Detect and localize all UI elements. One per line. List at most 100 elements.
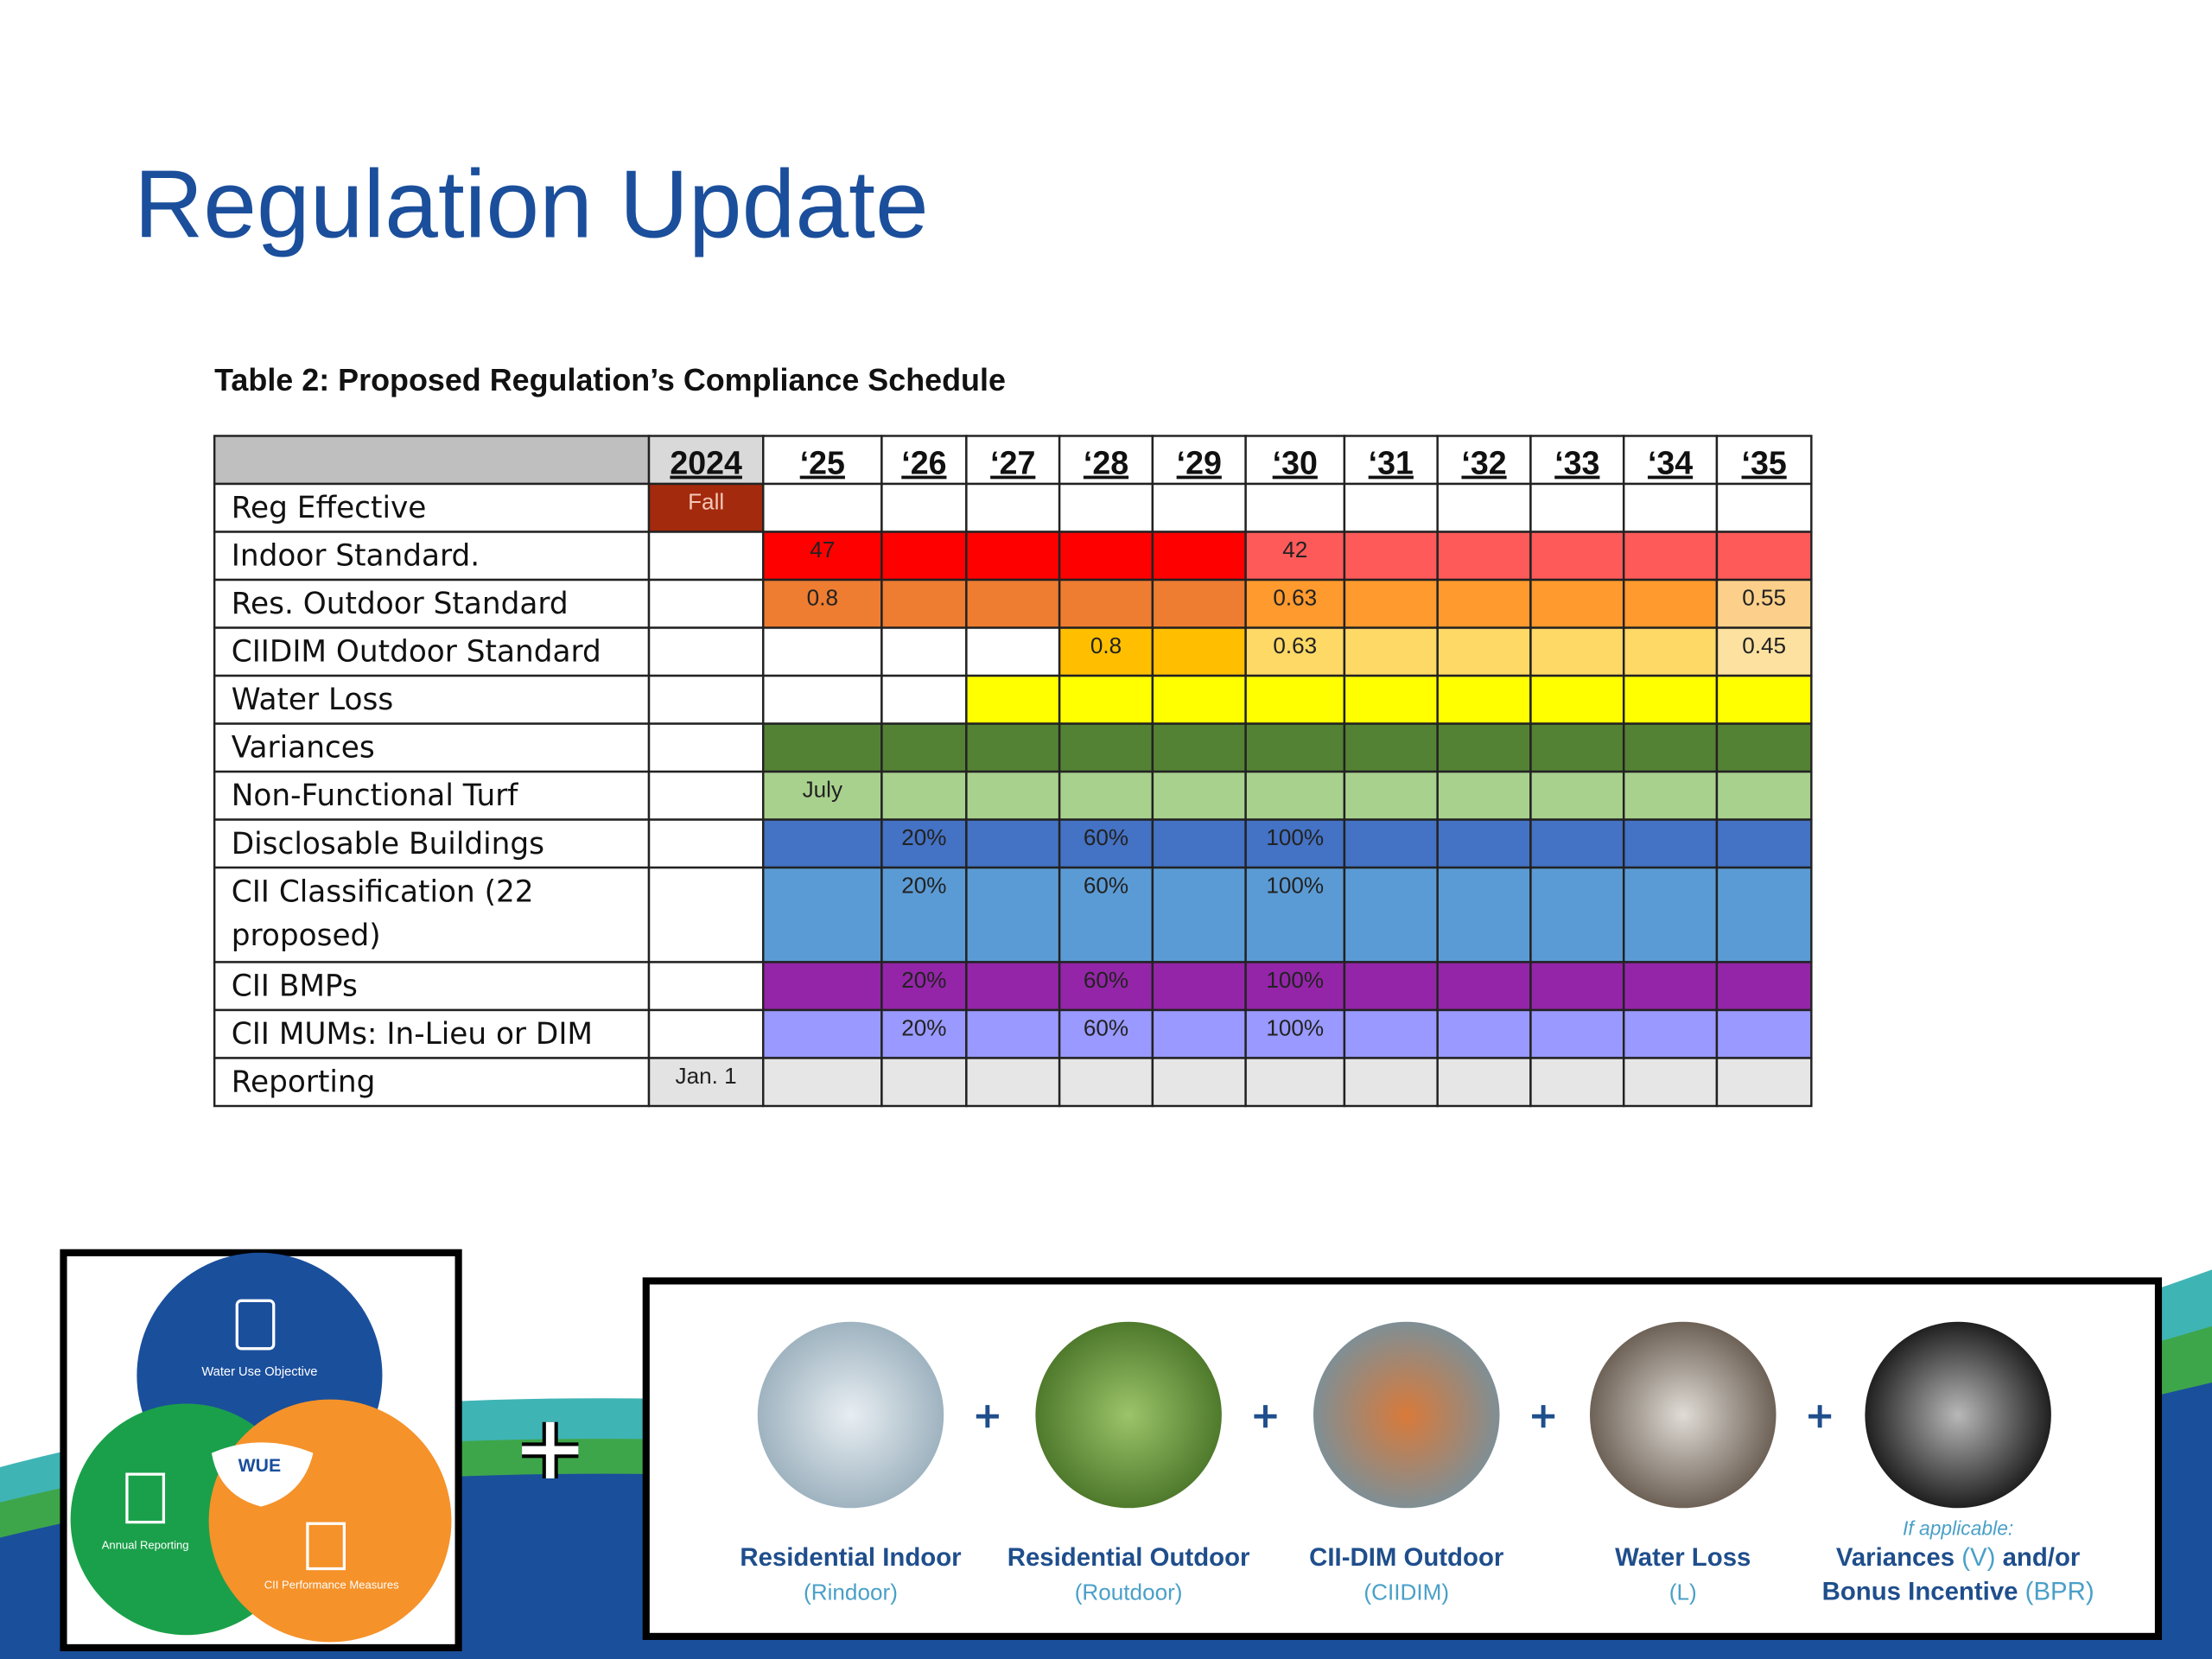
- cell: [965, 674, 1061, 725]
- header-cell: [1436, 435, 1532, 486]
- row-label: Indoor Standard.: [231, 538, 480, 573]
- table-caption: Table 2: Proposed Regulation’s Complianc…: [214, 362, 1006, 397]
- cell: [1622, 578, 1719, 629]
- cell-note: 100%: [1266, 824, 1324, 850]
- cell: [1343, 866, 1439, 963]
- cell: [647, 626, 765, 677]
- row-label-box: Water Loss: [232, 683, 393, 716]
- cell: [880, 961, 968, 1012]
- component-abbr: (Rindoor): [804, 1579, 898, 1605]
- cell: [1715, 770, 1813, 821]
- cell: [762, 722, 883, 773]
- photo: [1035, 1321, 1222, 1509]
- cell: [1151, 531, 1247, 582]
- cell: [1151, 482, 1247, 533]
- cell-note: 20%: [901, 872, 946, 898]
- row-label-box: Non-Functional Turf: [232, 779, 518, 812]
- cell: [1715, 674, 1813, 725]
- cell: [1244, 722, 1346, 773]
- photo: [1590, 1321, 1777, 1509]
- cell: [1529, 866, 1625, 963]
- cell-note: 0.63: [1273, 584, 1317, 610]
- cell: [762, 818, 883, 869]
- cell: [647, 578, 765, 629]
- cell-note: Fall: [688, 488, 724, 514]
- header-cell: [647, 435, 765, 486]
- header-cell: [1529, 435, 1625, 486]
- cell: [1715, 1057, 1813, 1108]
- cell: [965, 722, 1061, 773]
- column-header: ‘29: [1177, 445, 1222, 481]
- row-label: Variances: [231, 730, 375, 765]
- cell: [1529, 482, 1625, 533]
- column-header: ‘28: [1084, 445, 1128, 481]
- row-label: Reporting: [231, 1065, 376, 1099]
- cell: [1151, 674, 1247, 725]
- row-label: Res. Outdoor Standard: [231, 587, 569, 621]
- cell: [1058, 626, 1154, 677]
- cell: [880, 578, 968, 629]
- row-label-cell: [213, 674, 651, 725]
- formula: Residential Indoor (Rindoor) Residential O…: [740, 1321, 2094, 1605]
- cell: [1436, 674, 1532, 725]
- cell: [1436, 866, 1532, 963]
- cell: [647, 722, 765, 773]
- component-abbr: (Routdoor): [1075, 1579, 1183, 1605]
- venn-label: CII Performance Measures: [264, 1578, 399, 1591]
- cell: [1715, 482, 1813, 533]
- cell: [1343, 531, 1439, 582]
- cell: [1343, 961, 1439, 1012]
- header-cell: [1715, 435, 1813, 486]
- header-cell: [762, 435, 883, 486]
- row-label-cell: [213, 961, 651, 1012]
- header-cell: [1343, 435, 1439, 486]
- row-label-box: Disclosable Buildings: [232, 827, 544, 861]
- row-label-box: CII BMPs: [232, 969, 358, 1003]
- cell: [762, 1057, 883, 1108]
- cell: [880, 722, 968, 773]
- cell: [1343, 722, 1439, 773]
- component-name: Water Loss: [1615, 1543, 1751, 1572]
- icon: [306, 1522, 346, 1571]
- cell-note: 60%: [1084, 1014, 1128, 1040]
- cell: [1436, 1008, 1532, 1059]
- photo: [1865, 1321, 2051, 1509]
- cell: [1151, 722, 1247, 773]
- cell: [1244, 770, 1346, 821]
- header-cell: [213, 435, 651, 486]
- row-label-box: Res. Outdoor Standard: [231, 587, 569, 621]
- row-label-box: CII Classification (22 proposed): [232, 874, 534, 952]
- cell: [1058, 770, 1154, 821]
- cell: [1715, 626, 1813, 677]
- cell: [1715, 818, 1813, 869]
- row-label-cell: [213, 1057, 651, 1108]
- column-header: ‘30: [1273, 445, 1318, 481]
- cell: [1058, 578, 1154, 629]
- cell: [1622, 1008, 1719, 1059]
- cell: [762, 578, 883, 629]
- slide-title: Regulation Update: [134, 149, 929, 257]
- cell: [1622, 770, 1719, 821]
- cell: [965, 626, 1061, 677]
- cell: [647, 770, 765, 821]
- row-label-box: CIIDIM Outdoor Standard: [231, 634, 601, 669]
- cell: [1622, 1057, 1719, 1108]
- cell: [1244, 961, 1346, 1012]
- cell-note: 0.45: [1742, 632, 1786, 658]
- cell: [762, 674, 883, 725]
- row-label: CIIDIM Outdoor Standard: [231, 634, 601, 669]
- cell-note: 20%: [901, 967, 946, 993]
- photo: [757, 1321, 944, 1509]
- cell-note: July: [803, 776, 842, 802]
- cell: [647, 531, 765, 582]
- cell: [1151, 578, 1247, 629]
- cell: [1715, 961, 1813, 1012]
- icon: [125, 1472, 166, 1524]
- cell: [1343, 578, 1439, 629]
- cell: [1436, 1057, 1532, 1108]
- cell: [1151, 961, 1247, 1012]
- cell: [1151, 770, 1247, 821]
- cell: [1343, 626, 1439, 677]
- cell: [762, 961, 883, 1012]
- component-note: If applicable:: [1903, 1516, 2013, 1539]
